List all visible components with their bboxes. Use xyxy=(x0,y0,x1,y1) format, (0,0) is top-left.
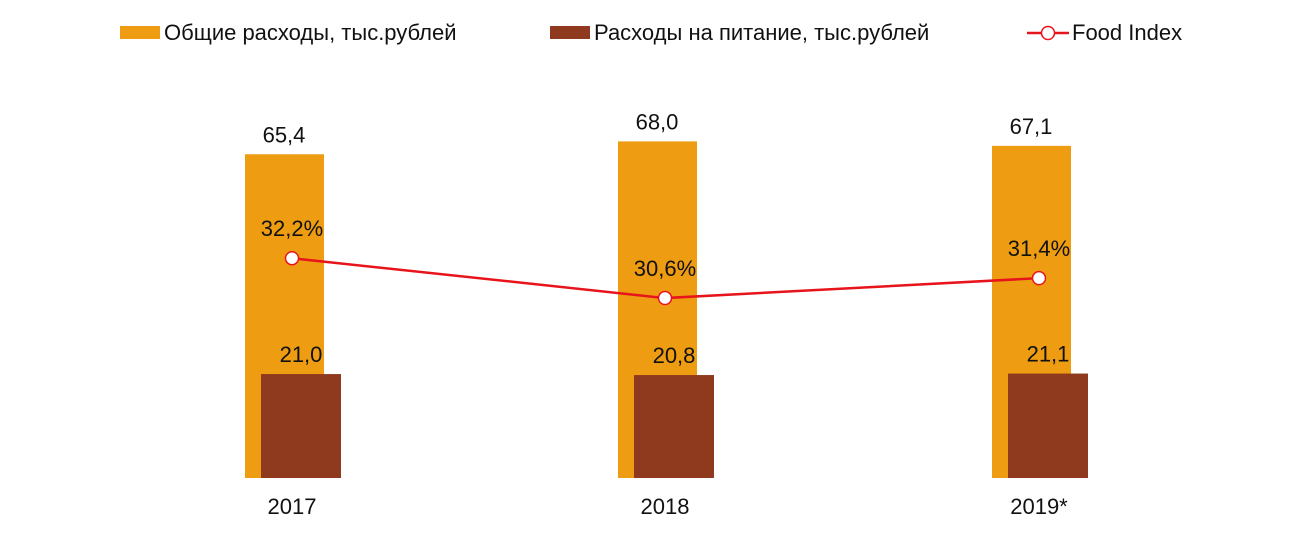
legend-label-food: Расходы на питание, тыс.рублей xyxy=(594,20,929,45)
total-expenses-label-1: 68,0 xyxy=(636,109,679,134)
total-expenses-label-0: 65,4 xyxy=(263,122,306,147)
food-index-point-1 xyxy=(657,290,673,306)
legend: Общие расходы, тыс.рублей Расходы на пита… xyxy=(120,20,1182,45)
legend-marker-food-index xyxy=(1040,25,1056,41)
food-expenses-label-2: 21,1 xyxy=(1027,342,1070,367)
food-expenses-label-0: 21,0 xyxy=(280,342,323,367)
x-axis-labels: 2017 2018 2019* xyxy=(268,494,1069,519)
legend-swatch-total xyxy=(120,26,160,39)
legend-label-total: Общие расходы, тыс.рублей xyxy=(164,20,457,45)
data-labels: 65,4 21,0 68,0 20,8 67,1 21,1 32,2% 30,6% 31,4% xyxy=(261,109,1070,368)
x-tick-label-2: 2019* xyxy=(1010,494,1068,519)
food-index-point-0 xyxy=(284,250,300,266)
food-index-label-0: 32,2% xyxy=(261,216,323,241)
food-expenses-bar-2 xyxy=(1008,373,1088,478)
total-expenses-label-2: 67,1 xyxy=(1010,114,1053,139)
food-index-label-1: 30,6% xyxy=(634,256,696,281)
x-tick-label-1: 2018 xyxy=(641,494,690,519)
legend-label-food-index: Food Index xyxy=(1072,20,1182,45)
food-index-point-2 xyxy=(1031,270,1047,286)
bars xyxy=(245,141,1088,479)
food-expenses-bar-1 xyxy=(634,375,714,478)
x-tick-label-0: 2017 xyxy=(268,494,317,519)
food-expenses-label-1: 20,8 xyxy=(653,343,696,368)
legend-swatch-food xyxy=(550,26,590,39)
food-expenses-bar-0 xyxy=(261,374,341,478)
food-index-line xyxy=(284,250,1047,306)
food-index-label-2: 31,4% xyxy=(1008,236,1070,261)
